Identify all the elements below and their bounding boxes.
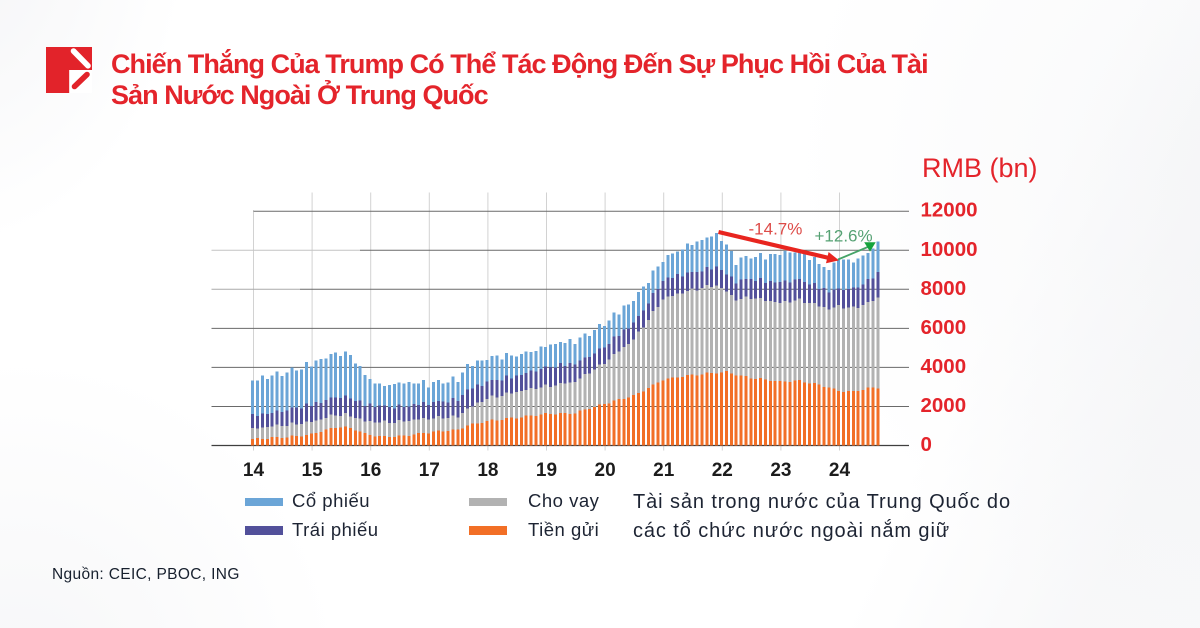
svg-text:19: 19 [536, 460, 557, 481]
svg-text:17: 17 [419, 460, 440, 481]
svg-text:21: 21 [653, 460, 675, 481]
svg-text:0: 0 [921, 433, 932, 456]
svg-text:20: 20 [595, 460, 616, 481]
svg-text:18: 18 [477, 460, 498, 481]
svg-text:12000: 12000 [921, 199, 978, 222]
svg-text:2000: 2000 [921, 394, 967, 417]
svg-text:+12.6%: +12.6% [815, 227, 873, 246]
svg-text:16: 16 [360, 460, 381, 481]
svg-text:6000: 6000 [921, 316, 967, 339]
svg-text:15: 15 [302, 460, 324, 481]
svg-text:4000: 4000 [921, 355, 967, 378]
svg-text:14: 14 [243, 460, 265, 481]
svg-text:24: 24 [829, 460, 851, 481]
svg-text:23: 23 [770, 460, 791, 481]
svg-text:22: 22 [712, 460, 733, 481]
svg-text:8000: 8000 [921, 277, 967, 300]
svg-text:10000: 10000 [921, 238, 978, 261]
svg-text:-14.7%: -14.7% [749, 220, 803, 239]
